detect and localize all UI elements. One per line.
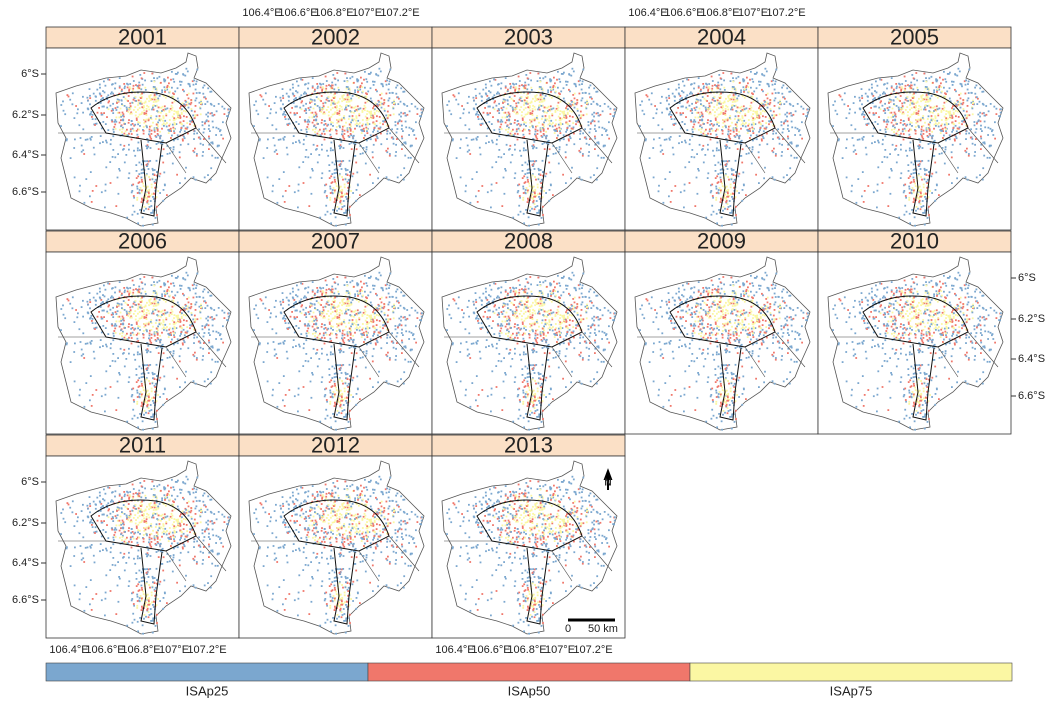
y-tick-label: 6.4°S xyxy=(12,149,39,161)
x-tick-label: 106.4°E xyxy=(49,644,88,656)
legend: ISAp25 ISAp50 ISAp75 xyxy=(45,662,1013,698)
y-tick-label: 6.4°S xyxy=(1018,353,1045,365)
x-tick-label: 106.6°E xyxy=(664,7,703,19)
x-tick-label: 106.6°E xyxy=(85,644,124,656)
panel-year: 2010 xyxy=(890,228,939,253)
panel-year: 2012 xyxy=(311,432,360,457)
y-tick-label: 6°S xyxy=(21,476,39,488)
x-tick-label: 107°E xyxy=(352,7,382,19)
y-tick-label: 6.4°S xyxy=(12,557,39,569)
legend-swatch xyxy=(367,662,691,682)
y-tick-label: 6.2°S xyxy=(12,517,39,529)
panel-year: 2007 xyxy=(311,228,360,253)
y-tick-label: 6.6°S xyxy=(12,186,39,198)
legend-label: ISAp25 xyxy=(186,683,229,698)
legend-label: ISAp75 xyxy=(830,683,873,698)
x-tick-label: 107°E xyxy=(159,644,189,656)
panel-year: 2002 xyxy=(311,24,360,49)
legend-label: ISAp50 xyxy=(508,683,551,698)
panel-year: 2004 xyxy=(697,24,746,49)
panel-year: 2008 xyxy=(504,228,553,253)
x-tick-label: 106.8°E xyxy=(700,7,739,19)
x-tick-label: 106.4°E xyxy=(242,7,281,19)
panel-year: 2013 xyxy=(504,432,553,457)
panel-year: 2005 xyxy=(890,24,939,49)
x-tick-label: 106.6°E xyxy=(471,644,510,656)
y-tick-label: 6°S xyxy=(1018,272,1036,284)
y-tick-label: 6°S xyxy=(21,68,39,80)
north-label: N xyxy=(604,478,611,489)
x-tick-label: 107.2°E xyxy=(573,644,612,656)
x-tick-label: 107°E xyxy=(545,644,575,656)
panel-year: 2011 xyxy=(119,432,166,457)
legend-swatch xyxy=(689,662,1013,682)
x-tick-label: 107.2°E xyxy=(766,7,805,19)
x-tick-label: 107.2°E xyxy=(187,644,226,656)
north-arrow xyxy=(603,468,613,490)
x-tick-label: 106.8°E xyxy=(507,644,546,656)
x-tick-label: 107.2°E xyxy=(380,7,419,19)
scale-start: 0 xyxy=(565,623,571,635)
x-tick-label: 106.4°E xyxy=(628,7,667,19)
panel-year: 2009 xyxy=(697,228,746,253)
panel-year: 2001 xyxy=(118,24,167,49)
y-tick-label: 6.6°S xyxy=(12,594,39,606)
y-tick-label: 6.6°S xyxy=(1018,390,1045,402)
scale-end: 50 km xyxy=(588,623,618,635)
x-tick-label: 106.6°E xyxy=(278,7,317,19)
x-tick-label: 106.8°E xyxy=(314,7,353,19)
panels: 2001 2002 2003 2004 2005 2006 2007 2008 2009 2010… xyxy=(45,24,1012,639)
legend-swatch xyxy=(45,662,369,682)
panel-year: 2003 xyxy=(504,24,553,49)
x-tick-label: 106.4°E xyxy=(435,644,474,656)
x-tick-label: 106.8°E xyxy=(121,644,160,656)
y-tick-label: 6.2°S xyxy=(1018,313,1045,325)
x-tick-label: 107°E xyxy=(738,7,768,19)
panel-year: 2006 xyxy=(118,228,167,253)
y-tick-label: 6.2°S xyxy=(12,109,39,121)
